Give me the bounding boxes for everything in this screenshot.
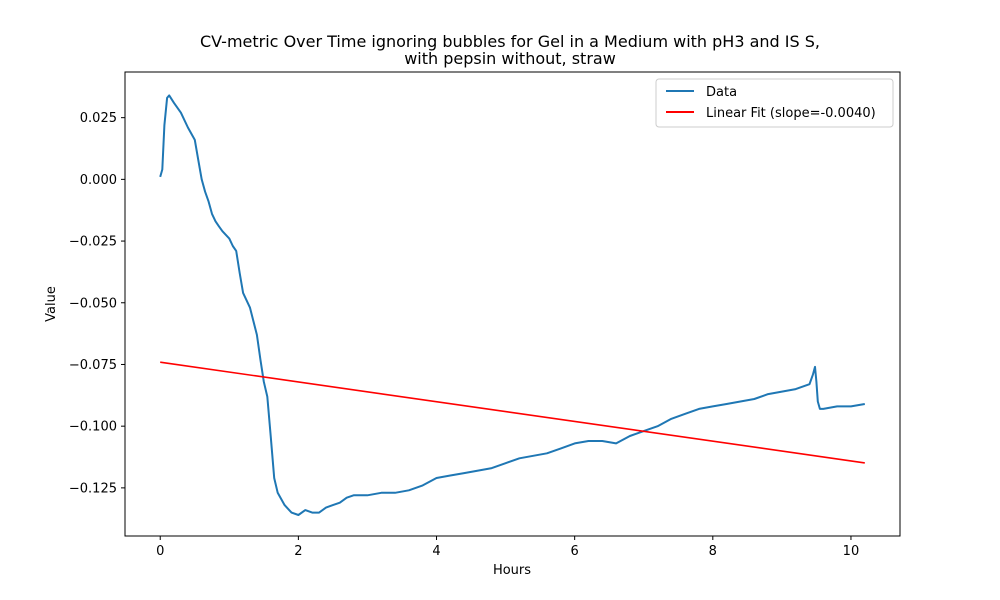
legend-box [655,78,894,128]
y-tick-label: −0.025 [69,235,117,250]
y-tick-label: −0.125 [69,481,117,496]
legend-label-data: Data [706,85,737,100]
chart-title-line-2: with pepsin without, straw [404,49,616,68]
y-tick-label: −0.100 [69,420,117,435]
x-axis: 0 2 4 6 8 10 [156,536,859,559]
legend-label-linear-fit: Linear Fit (slope=-0.0040) [706,106,876,121]
chart-title-line-1: CV-metric Over Time ignoring bubbles for… [200,32,820,51]
legend: Data Linear Fit (slope=-0.0040) [655,78,894,128]
y-tick-label: −0.050 [69,296,117,311]
y-axis-label: Value [44,286,59,322]
x-tick-label: 4 [432,544,440,559]
x-tick-label: 10 [843,544,860,559]
y-tick-label: 0.000 [80,173,117,188]
y-axis: 0.025 0.000 −0.025 −0.050 −0.075 −0.100 −0.125 [69,111,125,496]
y-tick-label: −0.075 [69,358,117,373]
x-tick-label: 2 [294,544,302,559]
x-axis-label: Hours [493,563,531,578]
plot-content [159,94,865,516]
series-line-data [159,94,865,516]
plot-frame [124,71,901,537]
x-tick-label: 0 [156,544,164,559]
x-tick-label: 6 [571,544,579,559]
x-tick-label: 8 [709,544,717,559]
y-tick-label: 0.025 [80,111,117,126]
series-line-linear-fit [160,361,865,464]
